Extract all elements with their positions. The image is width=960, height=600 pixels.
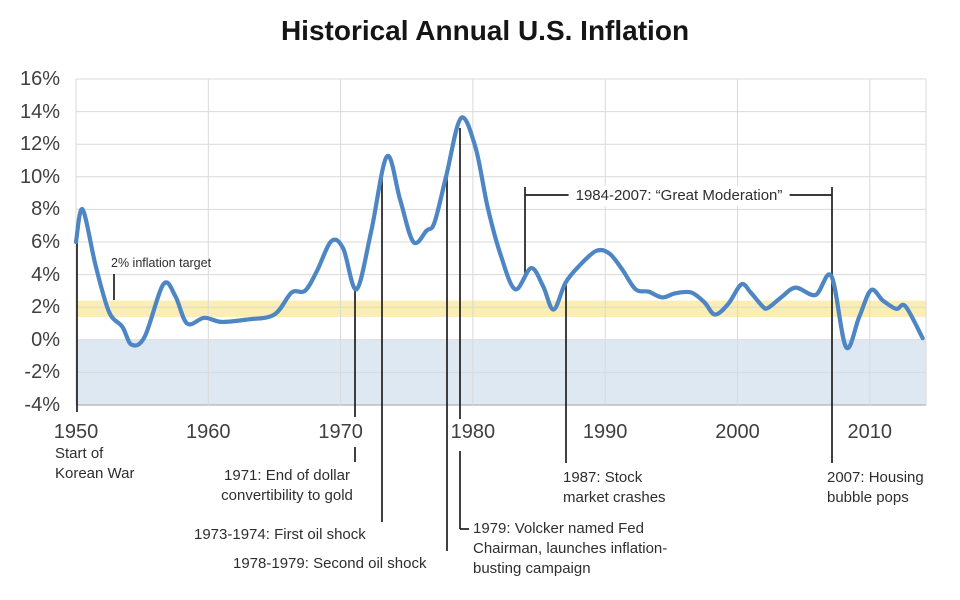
x-tick-2010: 2010 (847, 421, 893, 443)
annotation-stock-crash: 1987: Stock market crashes (563, 469, 666, 506)
y-tick-10%: 10% (19, 165, 60, 188)
y-tick--4%: -4% (24, 394, 60, 416)
y-tick--2%: -2% (24, 361, 60, 384)
chart-title: Historical Annual U.S. Inflation (280, 15, 690, 46)
annotation-great-moderation: 1984-2007: “Great Moderation” (568, 186, 790, 206)
x-tick-1980: 1980 (450, 421, 496, 443)
inflation-target-band (76, 300, 926, 317)
inflation-line (73, 115, 925, 351)
y-tick-6%: 6% (31, 231, 60, 253)
annotation-housing-bubble: 2007: Housing bubble pops (827, 469, 924, 506)
annotation-korean-war: Start of Korean War (55, 445, 135, 482)
y-tick-2%: 2% (31, 296, 60, 319)
annotation-volcker: 1979: Volcker named Fed Chairman, launch… (473, 520, 668, 577)
annotation-inflation-target-label: 2% inflation target (111, 256, 212, 270)
y-tick-8%: 8% (31, 198, 60, 221)
x-tick-1960: 1960 (186, 421, 231, 443)
x-tick-1970: 1970 (318, 421, 363, 443)
annotation-second-oil-shock: 1978-1979: Second oil shock (233, 555, 427, 572)
annotation-first-oil-shock: 1973-1974: First oil shock (194, 526, 366, 543)
annotation-gold-convertibility: 1971: End of dollar convertibility to go… (221, 467, 353, 504)
y-tick-16%: 16% (19, 68, 60, 90)
x-tick-2000: 2000 (715, 421, 760, 443)
x-tick-1990: 1990 (582, 421, 628, 443)
x-tick-1950: 1950 (53, 421, 99, 443)
y-tick-0%: 0% (31, 328, 60, 351)
y-tick-14%: 14% (19, 100, 60, 123)
y-tick-4%: 4% (31, 263, 60, 286)
y-tick-12%: 12% (19, 133, 60, 156)
